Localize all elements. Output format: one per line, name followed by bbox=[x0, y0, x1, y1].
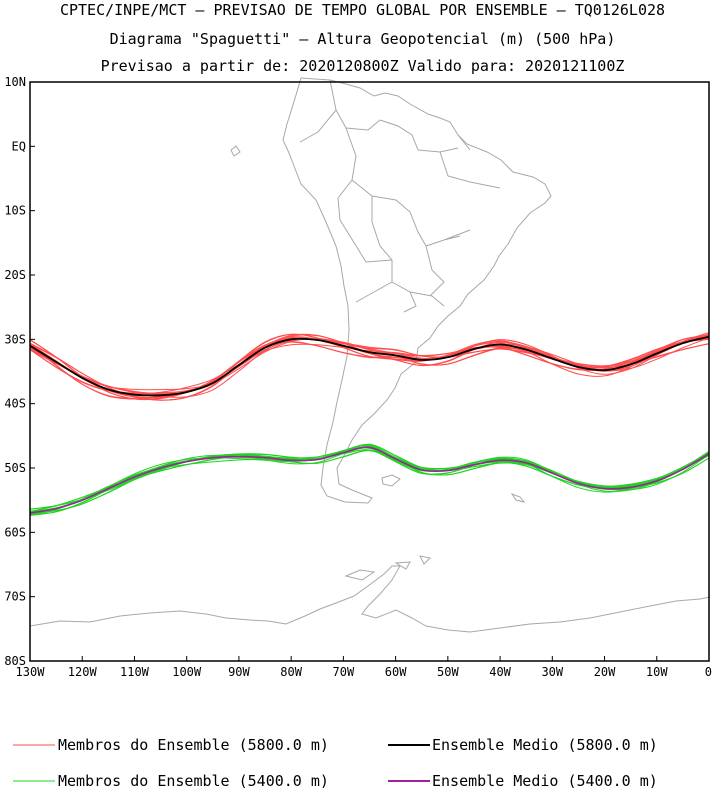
ensemble-member-line bbox=[29, 449, 710, 516]
ensemble-member-line bbox=[29, 333, 710, 395]
latitude-axis: 10N EQ 10S 20S 30S 40S 50S 60S 70S 80S bbox=[4, 75, 35, 668]
lat-tick-label: EQ bbox=[12, 139, 26, 153]
ensemble-member-line bbox=[29, 341, 710, 399]
legend-label-members-5800: Membros do Ensemble (5800.0 m) bbox=[58, 736, 329, 754]
lat-tick-label: 60S bbox=[4, 525, 26, 539]
lat-tick-label: 20S bbox=[4, 268, 26, 282]
lon-tick-label: 120W bbox=[68, 665, 98, 679]
longitude-axis: 130W 120W 110W 100W 90W 80W 70W 60W 50W 40W 30W 20W… bbox=[16, 656, 712, 679]
ensemble-member-line bbox=[29, 334, 710, 394]
lon-tick-label: 100W bbox=[172, 665, 202, 679]
lon-tick-label: 60W bbox=[385, 665, 407, 679]
legend-label-mean-5800: Ensemble Medio (5800.0 m) bbox=[432, 736, 658, 754]
lat-tick-label: 50S bbox=[4, 461, 26, 475]
map-frame bbox=[29, 81, 710, 662]
lat-tick-label: 10N bbox=[4, 75, 26, 89]
lon-tick-label: 80W bbox=[280, 665, 302, 679]
lat-tick-label: 30S bbox=[4, 332, 26, 346]
ensemble-member-line bbox=[29, 447, 710, 516]
lon-tick-label: 40W bbox=[489, 665, 511, 679]
galapagos bbox=[230, 145, 241, 157]
lon-tick-label: 70W bbox=[333, 665, 355, 679]
lon-tick-label: 90W bbox=[228, 665, 250, 679]
lon-tick-label: 20W bbox=[594, 665, 616, 679]
legend-label-members-5400: Membros do Ensemble (5400.0 m) bbox=[58, 772, 329, 790]
lat-tick-label: 40S bbox=[4, 397, 26, 411]
lat-tick-label: 70S bbox=[4, 590, 26, 604]
legend-label-mean-5400: Ensemble Medio (5400.0 m) bbox=[432, 772, 658, 790]
ensemble-member-line bbox=[29, 449, 710, 516]
lon-tick-label: 50W bbox=[437, 665, 459, 679]
ensemble-members-5800 bbox=[29, 332, 710, 401]
ensemble-member-line bbox=[29, 450, 710, 516]
lon-tick-label: 30W bbox=[541, 665, 563, 679]
title-line-3: Previsao a partir de: 2020120800Z Valido… bbox=[100, 57, 625, 75]
lon-tick-label: 0 bbox=[705, 665, 712, 679]
ensemble-mean-5800-line bbox=[29, 335, 710, 397]
ensemble-members-5400 bbox=[29, 443, 710, 516]
ensemble-member-line bbox=[29, 449, 710, 515]
lon-tick-label: 130W bbox=[16, 665, 46, 679]
falkland-islands bbox=[381, 474, 401, 487]
lon-tick-label: 10W bbox=[646, 665, 668, 679]
country-borders bbox=[299, 79, 501, 313]
ensemble-member-line bbox=[29, 334, 710, 401]
lat-tick-label: 80S bbox=[4, 654, 26, 668]
ensemble-member-line bbox=[29, 332, 710, 391]
antarctica-coast bbox=[29, 565, 711, 633]
south-georgia bbox=[510, 492, 526, 503]
ensemble-member-line bbox=[29, 333, 710, 395]
south-america-coast bbox=[282, 77, 552, 504]
legend: Membros do Ensemble (5800.0 m) Ensemble … bbox=[13, 736, 658, 790]
ensemble-member-line bbox=[29, 333, 710, 396]
coastline-layer bbox=[29, 77, 711, 633]
lat-tick-label: 10S bbox=[4, 204, 26, 218]
lon-tick-label: 110W bbox=[120, 665, 150, 679]
antarctic-islands bbox=[344, 555, 432, 581]
title-line-1: CPTEC/INPE/MCT – PREVISAO DE TEMPO GLOBA… bbox=[59, 1, 666, 19]
ensemble-mean-5400-line bbox=[29, 446, 710, 514]
title-line-2: Diagrama "Spaguetti" – Altura Geopotenci… bbox=[109, 30, 616, 48]
